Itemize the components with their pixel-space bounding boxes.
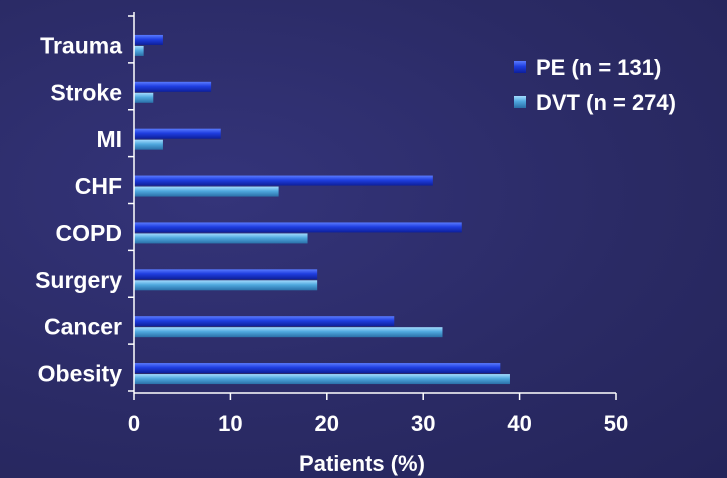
x-tick-label-40: 40 (507, 411, 531, 436)
category-label-cancer: Cancer (44, 314, 122, 340)
category-label-obesity: Obesity (38, 361, 123, 387)
category-label-mi: MI (96, 126, 122, 152)
category-label-stroke: Stroke (50, 79, 122, 105)
legend-swatch-dvt (514, 96, 526, 108)
x-tick-label-30: 30 (411, 411, 435, 436)
bar-pe-surgery (134, 269, 318, 280)
bar-dvt-stroke (134, 92, 154, 103)
legend-swatch-pe (514, 61, 526, 73)
bar-pe-obesity (134, 363, 501, 374)
bar-dvt-trauma (134, 45, 144, 56)
legend: PE (n = 131) DVT (n = 274) (514, 55, 676, 115)
bar-pe-copd (134, 222, 462, 233)
bar-dvt-cancer (134, 327, 443, 338)
bar-dvt-obesity (134, 374, 510, 385)
category-label-chf: CHF (75, 173, 122, 199)
x-tick-label-50: 50 (604, 411, 628, 436)
x-tick-label-10: 10 (218, 411, 242, 436)
bar-dvt-chf (134, 186, 279, 197)
category-label-copd: COPD (56, 220, 122, 246)
x-tick-label-20: 20 (315, 411, 339, 436)
bar-dvt-surgery (134, 280, 318, 291)
bar-pe-cancer (134, 316, 395, 327)
bar-pe-mi (134, 128, 221, 139)
bars-layer (134, 34, 510, 385)
legend-label-pe: PE (n = 131) (536, 55, 661, 80)
bar-pe-trauma (134, 34, 163, 45)
category-label-trauma: Trauma (40, 32, 122, 58)
x-axis-title: Patients (%) (299, 451, 425, 476)
bar-dvt-copd (134, 233, 308, 244)
category-label-surgery: Surgery (35, 267, 122, 293)
bar-pe-stroke (134, 81, 212, 92)
legend-label-dvt: DVT (n = 274) (536, 90, 676, 115)
axes (128, 12, 617, 400)
bar-pe-chf (134, 175, 433, 186)
x-tick-label-0: 0 (128, 411, 140, 436)
bar-dvt-mi (134, 139, 163, 150)
category-labels: Trauma Stroke MI CHF COPD Surgery Cancer Obesit… (35, 32, 122, 386)
x-tick-labels: 0 10 20 30 40 50 (128, 411, 628, 436)
